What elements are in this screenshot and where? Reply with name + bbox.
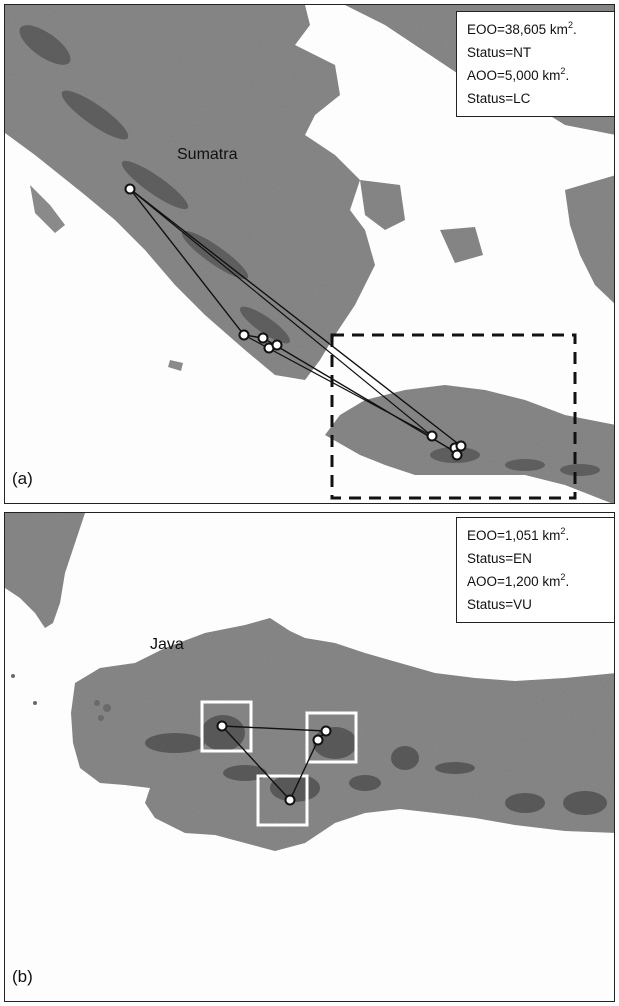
occurrence-point bbox=[257, 332, 269, 344]
eoo-value: EOO=1,051 km bbox=[467, 528, 561, 543]
land-small-island-2 bbox=[168, 360, 183, 371]
occurrence-point bbox=[284, 794, 296, 806]
occurrence-point bbox=[238, 329, 250, 341]
occurrence-point bbox=[216, 720, 228, 732]
unit-exponent: 2 bbox=[560, 526, 566, 536]
map-panel-b: EOO=1,051 km2. Status=EN AOO=1,200 km2. … bbox=[4, 512, 615, 1002]
land-borneo bbox=[565, 175, 614, 304]
occurrence-point bbox=[124, 183, 136, 195]
eoo-line: EOO=38,605 km2. bbox=[467, 18, 614, 41]
occurrence-point bbox=[451, 449, 463, 461]
aoo-status: Status=LC bbox=[467, 91, 531, 106]
aoo-grid-cells bbox=[200, 700, 358, 827]
place-label-java: Java bbox=[150, 636, 184, 653]
land-sumatra-tip bbox=[5, 513, 85, 628]
eoo-hull-chord bbox=[243, 334, 433, 437]
occurrence-point bbox=[271, 339, 283, 351]
land-java bbox=[325, 385, 614, 503]
aoo-value: AOO=1,200 km bbox=[467, 574, 561, 589]
aoo-cell bbox=[256, 774, 309, 827]
place-label-sumatra: Sumatra bbox=[177, 146, 238, 163]
aoo-line: AOO=5,000 km2. bbox=[467, 64, 614, 87]
unit-exponent: 2 bbox=[560, 572, 566, 582]
eoo-line: EOO=1,051 km2. bbox=[467, 524, 614, 547]
occurrence-point bbox=[312, 734, 324, 746]
occurrence-point bbox=[455, 440, 467, 452]
land-belitung bbox=[440, 227, 483, 263]
eoo-value: EOO=38,605 km bbox=[467, 22, 568, 37]
inset-box bbox=[330, 333, 577, 500]
unit-suffix: . bbox=[565, 528, 570, 543]
land-small-island bbox=[30, 185, 65, 233]
metrics-box-a: EOO=38,605 km2. Status=NT AOO=5,000 km2.… bbox=[456, 11, 614, 117]
occurrence-points bbox=[216, 720, 332, 806]
occurrence-points bbox=[124, 183, 467, 461]
aoo-cell bbox=[305, 711, 358, 764]
aoo-status: Status=VU bbox=[467, 597, 532, 612]
panel-letter-b: (b) bbox=[12, 967, 33, 986]
unit-exponent: 2 bbox=[560, 66, 566, 76]
eoo-status: Status=EN bbox=[467, 551, 532, 566]
aoo-value: AOO=5,000 km bbox=[467, 68, 561, 83]
land-sumatra bbox=[5, 5, 375, 380]
occurrence-point bbox=[426, 430, 438, 442]
aoo-line: AOO=1,200 km2. bbox=[467, 570, 614, 593]
java-map bbox=[5, 513, 614, 851]
aoo-cell bbox=[200, 700, 253, 753]
unit-suffix: . bbox=[565, 68, 570, 83]
eoo-hull-chord-2 bbox=[129, 188, 433, 437]
eoo-status: Status=NT bbox=[467, 45, 532, 60]
map-panel-a: EOO=38,605 km2. Status=NT AOO=5,000 km2.… bbox=[4, 4, 615, 504]
land-bangka bbox=[360, 180, 405, 230]
unit-suffix: . bbox=[572, 22, 577, 37]
unit-suffix: . bbox=[565, 574, 570, 589]
occurrence-point bbox=[320, 725, 332, 737]
metrics-box-b: EOO=1,051 km2. Status=EN AOO=1,200 km2. … bbox=[456, 517, 614, 623]
panel-letter-a: (a) bbox=[12, 469, 33, 488]
small-islands bbox=[11, 674, 111, 721]
unit-exponent: 2 bbox=[567, 20, 573, 30]
